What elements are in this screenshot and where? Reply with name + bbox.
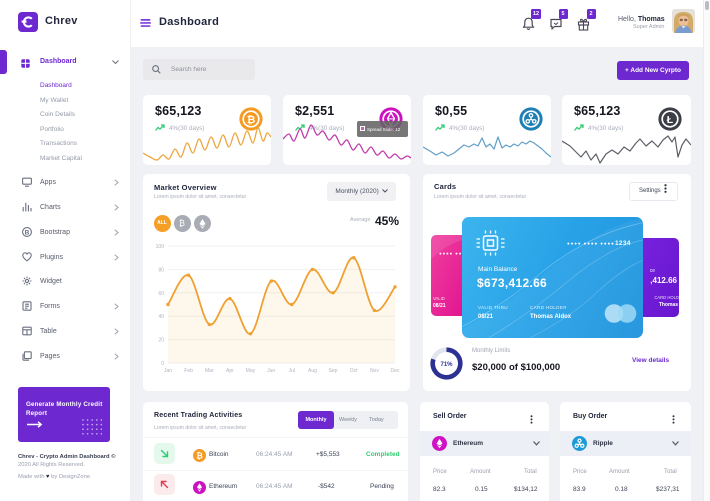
svg-text:₿: ₿ <box>196 452 203 461</box>
svg-text:Oct: Oct <box>350 368 358 374</box>
svg-text:80: 80 <box>158 267 164 273</box>
svg-text:Nov: Nov <box>370 368 379 374</box>
svg-text:40: 40 <box>158 314 164 320</box>
svg-text:₿: ₿ <box>247 114 256 126</box>
svg-text:Apr: Apr <box>226 368 234 374</box>
svg-text:0: 0 <box>161 361 164 367</box>
svg-text:Sep: Sep <box>329 368 338 374</box>
svg-text:100: 100 <box>156 244 165 250</box>
svg-text:Jul: Jul <box>289 368 295 374</box>
svg-text:May: May <box>246 368 256 374</box>
svg-text:Jun: Jun <box>267 368 275 374</box>
svg-text:Jan: Jan <box>164 368 172 374</box>
svg-text:B: B <box>25 229 30 236</box>
svg-text:Mar: Mar <box>205 368 214 374</box>
svg-text:Dec: Dec <box>391 368 400 374</box>
svg-text:Feb: Feb <box>184 368 193 374</box>
svg-text:20: 20 <box>158 338 164 344</box>
svg-text:Aug: Aug <box>308 368 317 374</box>
svg-text:71%: 71% <box>440 362 453 368</box>
svg-text:60: 60 <box>158 291 164 297</box>
svg-text:Ł: Ł <box>667 114 674 126</box>
